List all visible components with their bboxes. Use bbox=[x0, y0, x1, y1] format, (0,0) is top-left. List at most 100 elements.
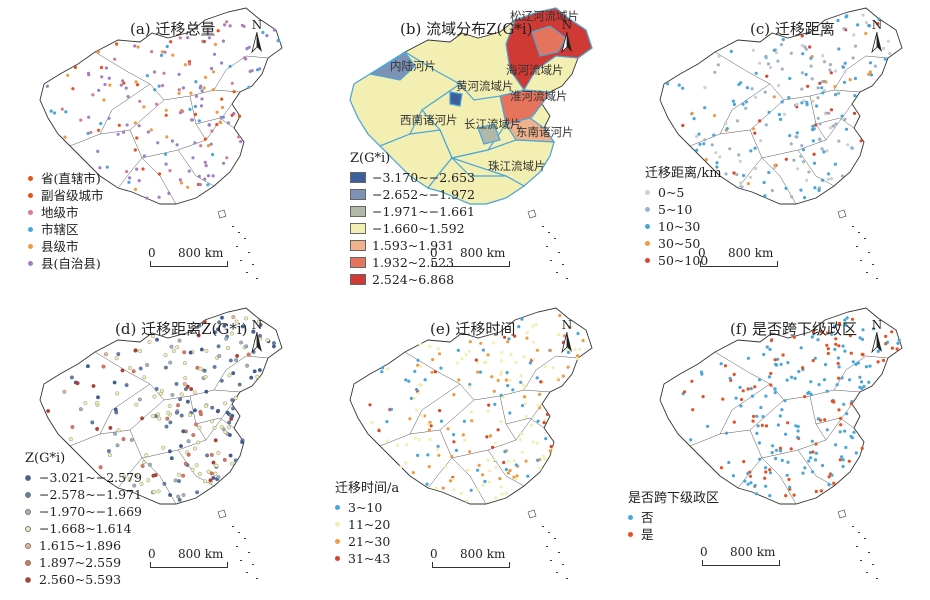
province-boundary bbox=[427, 457, 453, 489]
site-point bbox=[258, 322, 263, 327]
site-point bbox=[163, 50, 167, 54]
site-point bbox=[488, 469, 492, 473]
site-point bbox=[811, 124, 815, 128]
legend-swatch bbox=[350, 206, 366, 217]
site-point bbox=[448, 479, 453, 483]
site-point bbox=[751, 48, 755, 52]
legend-swatch bbox=[25, 491, 31, 498]
legend-item: 1.615~1.896 bbox=[25, 537, 142, 554]
site-point bbox=[805, 100, 809, 104]
site-point bbox=[246, 352, 251, 357]
south-china-sea-island bbox=[556, 272, 558, 273]
site-point bbox=[549, 445, 553, 449]
site-point bbox=[692, 117, 696, 121]
site-point bbox=[825, 149, 829, 153]
province-boundary bbox=[99, 83, 151, 135]
site-point bbox=[107, 76, 111, 80]
site-point bbox=[691, 408, 695, 412]
site-point bbox=[856, 23, 860, 27]
site-point bbox=[499, 359, 503, 363]
site-point bbox=[872, 327, 876, 331]
site-point bbox=[536, 404, 540, 408]
site-point bbox=[160, 50, 164, 54]
site-point bbox=[120, 368, 125, 373]
site-point bbox=[146, 130, 150, 134]
site-point bbox=[248, 69, 252, 73]
site-point bbox=[492, 389, 496, 393]
legend-item: 2.560~5.593 bbox=[25, 571, 142, 588]
site-point bbox=[101, 364, 106, 369]
site-point bbox=[215, 110, 219, 114]
site-point bbox=[198, 183, 202, 187]
site-point bbox=[519, 380, 523, 384]
site-point bbox=[811, 139, 815, 143]
site-point bbox=[809, 56, 813, 60]
site-point bbox=[829, 108, 834, 112]
site-point bbox=[133, 187, 138, 191]
site-point bbox=[877, 17, 881, 21]
site-point bbox=[573, 347, 577, 351]
legend-item: −1.971~−1.661 bbox=[350, 203, 475, 220]
site-point bbox=[187, 169, 191, 173]
site-point bbox=[561, 374, 565, 378]
site-point bbox=[237, 114, 242, 118]
site-point bbox=[776, 423, 780, 427]
site-point bbox=[508, 411, 512, 415]
site-point bbox=[234, 319, 239, 324]
south-china-sea-island bbox=[548, 532, 550, 533]
site-point bbox=[182, 382, 187, 386]
site-point bbox=[244, 57, 248, 61]
province-boundary bbox=[163, 89, 241, 101]
site-point bbox=[188, 350, 193, 355]
site-point bbox=[773, 387, 777, 391]
site-point bbox=[787, 477, 791, 481]
site-point bbox=[193, 112, 198, 116]
legend-swatch bbox=[645, 224, 650, 229]
site-point bbox=[723, 364, 728, 368]
site-point bbox=[124, 86, 128, 90]
south-china-sea-island bbox=[562, 264, 564, 265]
site-point bbox=[156, 141, 160, 145]
site-point bbox=[814, 451, 818, 455]
site-point bbox=[843, 349, 847, 353]
south-china-sea-island bbox=[244, 538, 246, 539]
province-boundary bbox=[409, 383, 461, 435]
site-point bbox=[789, 447, 793, 451]
site-point bbox=[153, 70, 157, 74]
site-point bbox=[164, 152, 168, 156]
site-point bbox=[718, 155, 722, 159]
site-point bbox=[174, 381, 179, 386]
province-boundary bbox=[117, 457, 143, 489]
site-point bbox=[164, 424, 169, 429]
site-point bbox=[861, 353, 865, 357]
site-point bbox=[767, 375, 771, 379]
site-point bbox=[169, 40, 173, 44]
site-point bbox=[129, 438, 134, 442]
site-point bbox=[487, 403, 491, 407]
site-point bbox=[835, 383, 839, 387]
site-point bbox=[126, 95, 130, 99]
site-point bbox=[125, 170, 129, 174]
legend-title: Z(G*i) bbox=[25, 451, 66, 466]
site-point bbox=[759, 405, 763, 410]
site-point bbox=[752, 414, 756, 418]
scale-zero: 0 bbox=[430, 547, 438, 561]
site-point bbox=[716, 63, 720, 67]
site-point bbox=[836, 356, 840, 360]
site-point bbox=[63, 135, 67, 139]
scale-zero: 0 bbox=[148, 246, 156, 260]
site-point bbox=[75, 381, 80, 386]
south-china-sea-island bbox=[864, 538, 866, 539]
site-point bbox=[140, 416, 145, 421]
site-point bbox=[864, 21, 868, 25]
scale-zero: 0 bbox=[430, 246, 438, 260]
site-point bbox=[230, 81, 234, 85]
site-point bbox=[817, 188, 821, 192]
site-point bbox=[695, 135, 699, 139]
site-point bbox=[466, 468, 470, 472]
site-point bbox=[828, 63, 832, 67]
province-boundary bbox=[737, 457, 763, 489]
site-point bbox=[819, 33, 823, 37]
site-point bbox=[175, 143, 179, 147]
